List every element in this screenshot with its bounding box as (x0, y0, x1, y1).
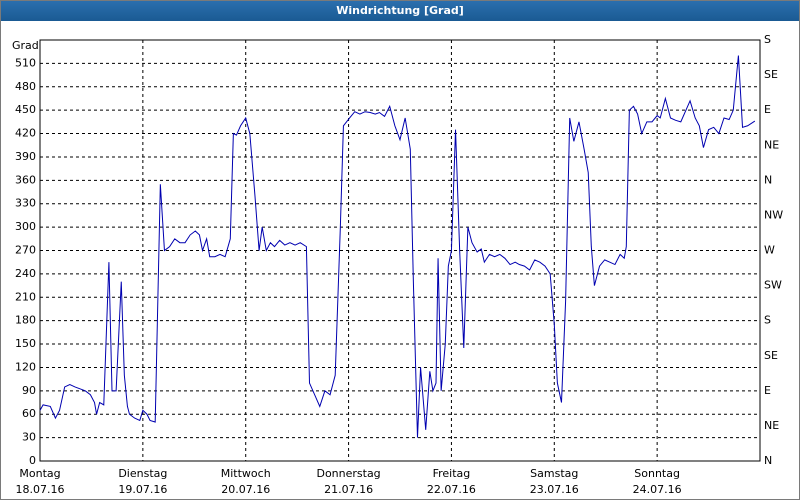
y-tick-label: 330 (15, 197, 36, 210)
y-tick-label: 480 (15, 80, 36, 93)
y2-tick-label: SE (764, 349, 778, 362)
y-tick-label: 390 (15, 150, 36, 163)
y-tick-label: 0 (29, 454, 36, 467)
y2-tick-label: E (764, 384, 771, 397)
y-tick-label: 300 (15, 220, 36, 233)
x-tick-label: Donnerstag (316, 467, 380, 480)
x-tick-date: 19.07.16 (118, 483, 167, 496)
y-tick-label: 30 (22, 431, 36, 444)
y2-tick-label: NE (764, 419, 779, 432)
x-tick-date: 21.07.16 (324, 483, 373, 496)
y2-tick-label: E (764, 103, 771, 116)
y2-tick-label: S (764, 314, 771, 327)
y-tick-label: 180 (15, 314, 36, 327)
y2-tick-label: S (764, 33, 771, 46)
y-tick-label: 240 (15, 267, 36, 280)
y-tick-label: 120 (15, 360, 36, 373)
y-tick-label: 90 (22, 384, 36, 397)
y-tick-label: 360 (15, 173, 36, 186)
y-tick-label: 270 (15, 244, 36, 257)
chart-title: Windrichtung [Grad] (336, 4, 464, 17)
y-tick-label: 210 (15, 290, 36, 303)
x-tick-date: 24.07.16 (633, 483, 682, 496)
y-axis-label: Grad (12, 39, 39, 52)
y2-tick-label: NW (764, 208, 783, 221)
y2-tick-label: N (764, 173, 772, 186)
y-tick-label: 510 (15, 56, 36, 69)
y-tick-label: 60 (22, 407, 36, 420)
y2-tick-label: NE (764, 138, 779, 151)
y-tick-label: 450 (15, 103, 36, 116)
x-tick-label: Freitag (433, 467, 471, 480)
x-tick-date: 23.07.16 (530, 483, 579, 496)
x-tick-date: 22.07.16 (427, 483, 476, 496)
x-tick-label: Dienstag (118, 467, 167, 480)
y2-tick-label: N (764, 454, 772, 467)
x-tick-label: Sonntag (634, 467, 680, 480)
x-tick-label: Samstag (530, 467, 578, 480)
y-tick-label: 150 (15, 337, 36, 350)
y2-tick-label: SE (764, 68, 778, 81)
series-line (39, 55, 756, 438)
x-tick-label: Mittwoch (221, 467, 271, 480)
y2-tick-label: SW (764, 279, 782, 292)
y-tick-label: 420 (15, 127, 36, 140)
x-tick-date: 18.07.16 (16, 483, 65, 496)
x-tick-label: Montag (19, 467, 60, 480)
x-tick-date: 20.07.16 (221, 483, 270, 496)
y2-tick-label: W (764, 244, 775, 257)
title-bar (1, 1, 799, 21)
